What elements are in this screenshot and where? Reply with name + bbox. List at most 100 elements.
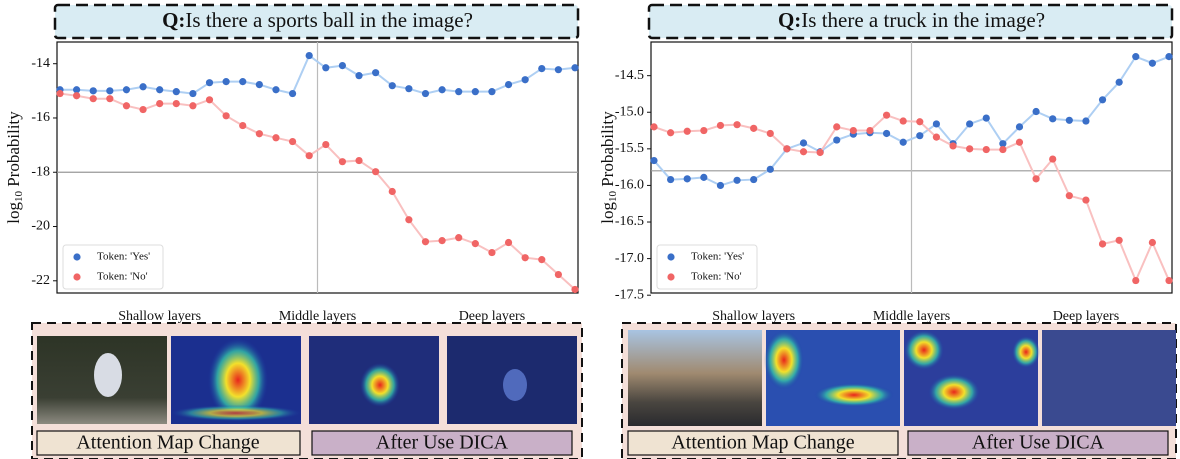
- data-point: [750, 125, 757, 132]
- y-label-base: log: [4, 202, 23, 224]
- data-point: [522, 76, 529, 83]
- data-point: [173, 100, 180, 107]
- data-point: [1032, 108, 1039, 115]
- data-point: [983, 115, 990, 122]
- data-point: [505, 239, 512, 246]
- data-point: [173, 88, 180, 95]
- question-text: Is there a truck in the image?: [801, 8, 1045, 32]
- data-point: [1116, 79, 1123, 86]
- y-tick-label: -15.0: [615, 104, 644, 119]
- data-point: [538, 65, 545, 72]
- data-point: [139, 106, 146, 113]
- data-point: [272, 134, 279, 141]
- photo-figure: [94, 353, 122, 397]
- data-point: [355, 72, 362, 79]
- data-point: [1116, 237, 1123, 244]
- data-point: [700, 127, 707, 134]
- data-point: [206, 96, 213, 103]
- data-point: [322, 64, 329, 71]
- figure: Q: Is there a sports ball in the image? -1…: [0, 0, 1180, 459]
- data-point: [650, 157, 657, 164]
- data-point: [949, 142, 956, 149]
- legend-marker: [73, 253, 80, 260]
- y-axis-label: log10 Probability: [598, 111, 619, 224]
- data-point: [522, 254, 529, 261]
- data-point: [1032, 175, 1039, 182]
- y-tick-label: -14: [31, 56, 50, 71]
- chart-panel: Q:Is there a sports ball in the image?-1…: [4, 5, 579, 324]
- data-point: [555, 66, 562, 73]
- y-tick-label: -15.5: [615, 141, 644, 156]
- data-point: [571, 64, 578, 71]
- data-point: [966, 145, 973, 152]
- data-point: [123, 86, 130, 93]
- data-point: [239, 122, 246, 129]
- data-point: [1165, 53, 1172, 60]
- y-label-base: log: [598, 202, 617, 224]
- data-point: [717, 182, 724, 189]
- data-point: [700, 174, 707, 181]
- data-point: [189, 102, 196, 109]
- data-point: [123, 102, 130, 109]
- caption: After Use DICA: [376, 432, 509, 454]
- data-point: [156, 100, 163, 107]
- legend-label: Token: 'Yes': [691, 251, 744, 263]
- data-point: [1149, 60, 1156, 67]
- legend-label: Token: 'Yes': [97, 251, 150, 263]
- data-point: [438, 237, 445, 244]
- data-point: [850, 127, 857, 134]
- data-point: [488, 88, 495, 95]
- data-point: [667, 129, 674, 136]
- data-point: [767, 130, 774, 137]
- data-point: [866, 127, 873, 134]
- data-point: [1066, 192, 1073, 199]
- y-tick-label: -18: [31, 164, 50, 179]
- data-point: [571, 286, 578, 293]
- data-point: [1066, 117, 1073, 124]
- data-point: [900, 139, 907, 146]
- data-point: [833, 136, 840, 143]
- data-point: [1082, 117, 1089, 124]
- data-point: [966, 120, 973, 127]
- data-point: [306, 152, 313, 159]
- data-point: [90, 87, 97, 94]
- heat-spot: [814, 383, 894, 407]
- question-prefix: Q:: [778, 8, 801, 32]
- data-point: [916, 118, 923, 125]
- data-point: [73, 92, 80, 99]
- data-point: [306, 52, 313, 59]
- data-point: [650, 123, 657, 130]
- data-point: [438, 86, 445, 93]
- x-region-label: Shallow layers: [118, 309, 201, 324]
- legend-marker: [667, 253, 674, 260]
- data-point: [455, 234, 462, 241]
- y-tick-label: -22: [31, 273, 50, 288]
- data-point: [272, 86, 279, 93]
- data-point: [139, 83, 146, 90]
- data-point: [156, 86, 163, 93]
- y-label-text: Probability: [598, 111, 617, 187]
- x-region-label: Deep layers: [1053, 309, 1119, 324]
- data-point: [422, 90, 429, 97]
- y-tick-label: -16.5: [615, 214, 644, 229]
- y-label-sub: 10: [607, 191, 619, 203]
- data-point: [733, 121, 740, 128]
- question-text: Is there a sports ball in the image?: [185, 8, 473, 32]
- data-point: [488, 249, 495, 256]
- heatmap: [1042, 330, 1176, 426]
- data-point: [389, 82, 396, 89]
- data-point: [223, 78, 230, 85]
- data-point: [767, 166, 774, 173]
- y-axis-label: log10 Probability: [4, 111, 25, 224]
- data-point: [223, 112, 230, 119]
- y-tick-label: -14.5: [615, 68, 644, 83]
- y-tick-label: -17.5: [615, 287, 644, 302]
- data-point: [106, 95, 113, 102]
- data-point: [1049, 115, 1056, 122]
- data-point: [339, 62, 346, 69]
- data-point: [339, 158, 346, 165]
- data-point: [405, 216, 412, 223]
- data-point: [505, 81, 512, 88]
- caption: Attention Map Change: [671, 432, 854, 454]
- data-point: [833, 123, 840, 130]
